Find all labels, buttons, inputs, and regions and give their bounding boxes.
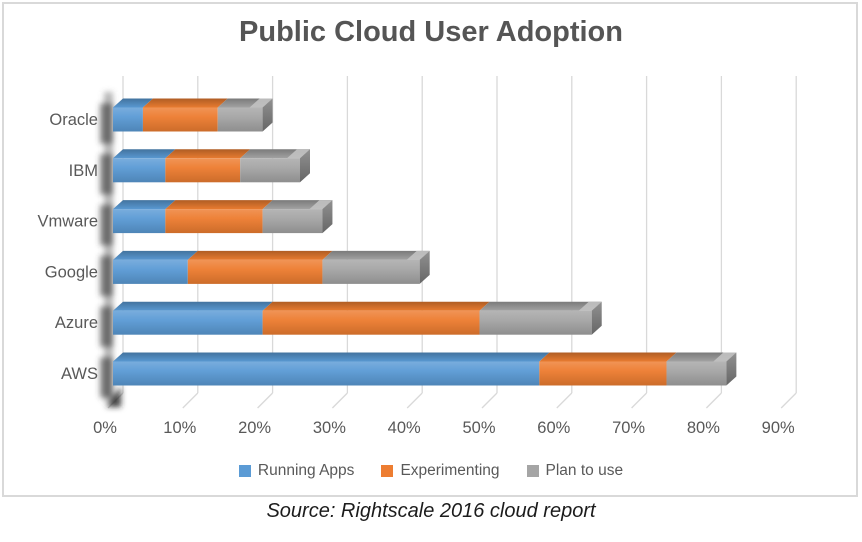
y-axis-label-vmware: Vmware: [37, 213, 98, 231]
bar-segment-experimenting-ibm: [165, 158, 241, 183]
wall-shadow-bump: [100, 205, 113, 246]
bar-segment-plan-to-use-azure: [479, 310, 592, 335]
legend-swatch-experimenting: [381, 465, 394, 477]
bar-top-face: [113, 149, 176, 159]
legend-label-experimenting: Experimenting: [400, 462, 500, 479]
y-axis-label-aws: AWS: [61, 365, 98, 383]
chart-title: Public Cloud User Adoption: [239, 16, 623, 48]
bar-row-ibm: [113, 149, 310, 183]
wall-shadow-bump: [100, 255, 113, 296]
bar-segment-running-apps-google: [113, 259, 188, 284]
x-axis-label: 90%: [762, 419, 795, 437]
bar-end-cap: [262, 98, 273, 132]
bar-top-highlight: [406, 250, 430, 260]
bar-top-face: [165, 149, 251, 159]
wall-shadow: [100, 92, 121, 407]
bar-segment-running-apps-oracle: [113, 107, 143, 132]
bar-top-highlight: [287, 149, 310, 159]
bar-end-cap: [591, 301, 602, 335]
bar-end-cap: [726, 352, 737, 386]
axis-tick: [331, 392, 348, 409]
legend-item-running-apps: Running Apps: [238, 462, 355, 480]
bar-segment-experimenting-vmware: [165, 209, 263, 234]
bar-segment-experimenting-oracle: [142, 107, 218, 132]
legend-swatch-plan-to-use: [526, 465, 539, 477]
bar-segment-plan-to-use-aws: [666, 361, 727, 386]
bar-top-face: [113, 250, 198, 260]
wall-shadow-foot: [106, 386, 121, 407]
legend-label-plan-to-use: Plan to use: [545, 462, 624, 479]
bar-segment-running-apps-azure: [113, 310, 263, 335]
source-note: Source: Rightscale 2016 cloud report: [266, 500, 596, 522]
bar-top-face: [187, 250, 333, 260]
bar-row-oracle: [113, 98, 273, 132]
axis-tick: [631, 392, 648, 409]
bar-top-highlight: [309, 200, 333, 210]
bar-segment-running-apps-ibm: [113, 158, 166, 183]
chart-frame: [2, 2, 858, 497]
x-axis-label: 60%: [537, 419, 570, 437]
bar-segment-running-apps-vmware: [113, 209, 166, 234]
wall-shadow-bump: [100, 154, 113, 195]
bar-end-cap: [322, 200, 333, 234]
bar-top-face: [262, 301, 490, 311]
y-axis-label-google: Google: [45, 263, 98, 281]
wall-shadow-bump: [100, 357, 113, 398]
bar-top-face: [539, 352, 677, 362]
bar-end-cap: [300, 149, 310, 183]
bar-segment-experimenting-aws: [539, 361, 667, 386]
bar-row-azure: [113, 301, 602, 335]
x-axis-label: 30%: [313, 419, 346, 437]
bar-segment-experimenting-azure: [262, 310, 480, 335]
bar-segment-plan-to-use-google: [322, 259, 420, 284]
chart-legend: Running Apps Experimenting Plan to use: [0, 462, 862, 480]
bar-top-face: [322, 250, 430, 260]
axis-tick: [257, 392, 274, 409]
bar-top-face: [113, 301, 273, 311]
x-axis-label: 80%: [687, 419, 720, 437]
bar-top-highlight: [249, 98, 273, 108]
legend-item-plan-to-use: Plan to use: [526, 462, 624, 480]
legend-label-running-apps: Running Apps: [257, 462, 355, 479]
y-axis-label-ibm: IBM: [69, 162, 98, 180]
bar-segment-plan-to-use-ibm: [240, 158, 300, 183]
bar-row-google: [113, 250, 430, 284]
x-axis-label: 20%: [238, 419, 271, 437]
bar-top-highlight: [713, 352, 737, 362]
bar-top-face: [479, 301, 602, 311]
legend-swatch-running-apps: [238, 465, 251, 477]
axis-tick: [705, 392, 722, 409]
bar-top-highlight: [578, 301, 602, 311]
bar-top-face: [113, 98, 153, 108]
y-axis-label-oracle: Oracle: [49, 111, 98, 129]
bar-top-face: [142, 98, 228, 108]
wall-shadow-strip: [104, 92, 113, 402]
y-axis-label-azure: Azure: [55, 314, 98, 332]
axis-tick: [556, 392, 573, 409]
bar-segment-plan-to-use-vmware: [262, 209, 323, 234]
axis-tick: [406, 392, 423, 409]
axis-tick: [780, 392, 797, 409]
bar-top-face: [113, 352, 550, 362]
bar-row-aws: [113, 352, 737, 386]
wall-shadow-bump: [100, 306, 113, 347]
x-axis-label: 10%: [163, 419, 196, 437]
x-axis-label: 50%: [462, 419, 495, 437]
bar-segment-experimenting-google: [187, 259, 323, 284]
axis-tick: [481, 392, 498, 409]
bar-segment-plan-to-use-oracle: [217, 107, 263, 132]
bar-top-face: [113, 200, 176, 210]
bar-top-face: [165, 200, 273, 210]
axis-tick: [182, 392, 199, 409]
bar-row-vmware: [113, 200, 333, 234]
bar-segment-running-apps-aws: [113, 361, 540, 386]
x-axis-label: 40%: [388, 419, 421, 437]
bar-end-cap: [419, 250, 430, 284]
x-axis-label: 0%: [93, 419, 117, 437]
legend-item-experimenting: Experimenting: [381, 462, 500, 480]
wall-shadow-bump: [100, 103, 113, 144]
x-axis-label: 70%: [612, 419, 645, 437]
